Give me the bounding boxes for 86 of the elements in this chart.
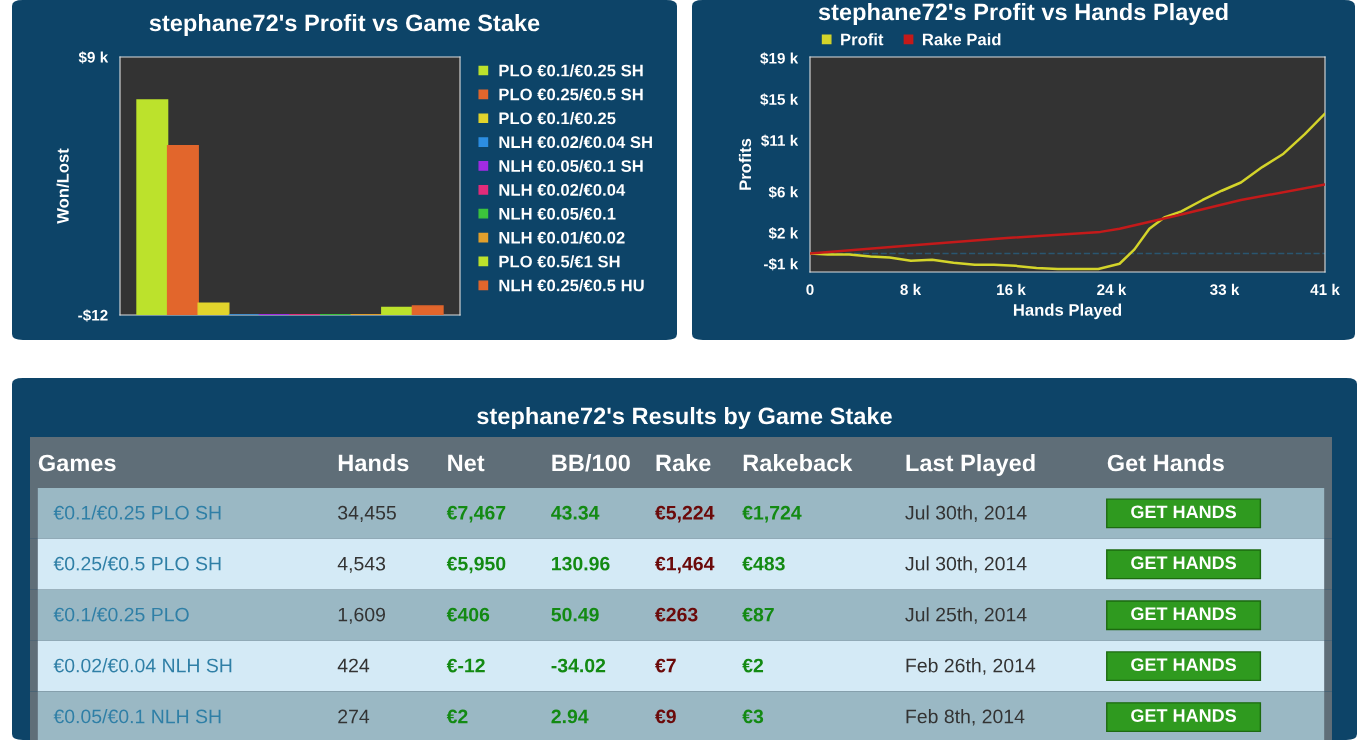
text: GET HANDS	[1131, 709, 1237, 722]
x-tick-label: 33 k	[1210, 283, 1240, 296]
bar	[197, 302, 230, 315]
text: €1,724	[742, 505, 802, 523]
x-tick-label: 8 k	[900, 283, 922, 296]
legend-label: PLO €0.25/€0.5 SH	[499, 88, 643, 101]
bar	[411, 305, 444, 315]
text: -34.02	[551, 658, 606, 673]
text: Jul 30th, 2014	[905, 556, 1027, 573]
text: €0.1/€0.25 PLO SH	[53, 505, 221, 520]
text: €1,464	[655, 556, 715, 574]
text: 50.49	[551, 607, 599, 622]
legend-label: PLO €0.5/€1 SH	[499, 255, 620, 268]
legend-label: NLH €0.01/€0.02	[499, 231, 625, 244]
y-axis-title: Profits	[738, 138, 752, 190]
y-tick-label: $6 k	[768, 185, 799, 199]
text: 2.94	[551, 709, 589, 724]
text: GET HANDS	[1131, 658, 1237, 672]
text: €406	[446, 607, 490, 622]
text: 1,609	[338, 607, 386, 624]
text: €7,467	[446, 505, 506, 523]
text: 274	[338, 709, 370, 724]
text: Jul 30th, 2014	[905, 505, 1027, 522]
chart-title: stephane72's Profit vs Hands Played	[818, 3, 1228, 26]
bar	[166, 145, 199, 315]
bar	[381, 306, 414, 315]
category-label: Rakeback	[743, 454, 853, 472]
text: 34,455	[338, 505, 396, 522]
x-tick-label: 24 k	[1097, 283, 1127, 295]
text: €87	[742, 607, 774, 622]
legend-label: Rake Paid	[922, 33, 1001, 46]
y-tick-label: $9 k	[78, 51, 109, 64]
text: €0.25/€0.5 PLO SH	[53, 556, 221, 571]
y-tick-label: -$1 k	[763, 257, 799, 271]
text: €0.02/€0.04 NLH SH	[53, 658, 232, 673]
legend-label: PLO €0.1/€0.25 SH	[499, 64, 643, 77]
text: Feb 26th, 2014	[906, 658, 1036, 675]
text: €263	[655, 607, 698, 622]
legend-label: NLH €0.25/€0.5 HU	[499, 279, 644, 292]
text: GET HANDS	[1131, 607, 1237, 621]
y-tick-label: $15 k	[760, 93, 799, 106]
chart-title: stephane72's Profit vs Game Stake	[149, 14, 540, 37]
bar	[136, 99, 169, 315]
category-label: Hands	[338, 454, 409, 472]
legend-label: Profit	[841, 33, 884, 46]
x-tick-label: 0	[806, 284, 814, 296]
text: €3	[742, 709, 764, 724]
legend-label: NLH €0.05/€0.1	[499, 207, 616, 220]
text: Feb 8th, 2014	[906, 709, 1025, 726]
text: €2	[742, 658, 764, 673]
y-tick-label: $11 k	[761, 134, 799, 147]
text: 424	[337, 658, 370, 673]
text: €7	[655, 658, 676, 673]
y-axis-title: Won/Lost	[56, 148, 69, 224]
legend-label: NLH €0.05/€0.1 SH	[499, 159, 643, 173]
x-tick-label: 41 k	[1310, 283, 1340, 295]
category-label: Rake	[656, 454, 711, 472]
x-tick-label: 16 k	[997, 283, 1026, 296]
text: 43.34	[551, 505, 600, 520]
text: GET HANDS	[1131, 556, 1237, 570]
text: Jul 25th, 2014	[905, 607, 1027, 624]
legend-label: NLH €0.02/€0.04 SH	[499, 135, 652, 149]
y-tick-label: -$12	[78, 309, 108, 322]
text: €0.05/€0.1 NLH SH	[53, 709, 221, 724]
text: GET HANDS	[1131, 505, 1237, 519]
text: 4,543	[337, 556, 386, 573]
legend-label: NLH €0.02/€0.04	[499, 183, 626, 197]
text: stephane72's Results by Game Stake	[477, 406, 892, 429]
category-label: Net	[448, 454, 485, 472]
x-axis-title: Hands Played	[1013, 303, 1122, 320]
legend-label: PLO €0.1/€0.25	[499, 112, 616, 125]
category-label: BB/100	[552, 454, 630, 472]
text: 130.96	[552, 556, 610, 571]
text: €5,950	[446, 556, 506, 574]
text: €483	[742, 556, 785, 571]
category-label: Last Played	[906, 454, 1035, 477]
category-label: Games	[38, 454, 116, 472]
y-tick-label: $2 k	[768, 227, 799, 240]
category-label: Get Hands	[1107, 454, 1224, 472]
text: €9	[655, 709, 676, 724]
text: €-12	[446, 658, 485, 673]
text: €5,224	[655, 505, 715, 523]
text: €2	[446, 709, 468, 724]
y-tick-label: $19 k	[760, 52, 799, 65]
line-series	[810, 183, 1325, 255]
text: €0.1/€0.25 PLO	[53, 607, 189, 622]
